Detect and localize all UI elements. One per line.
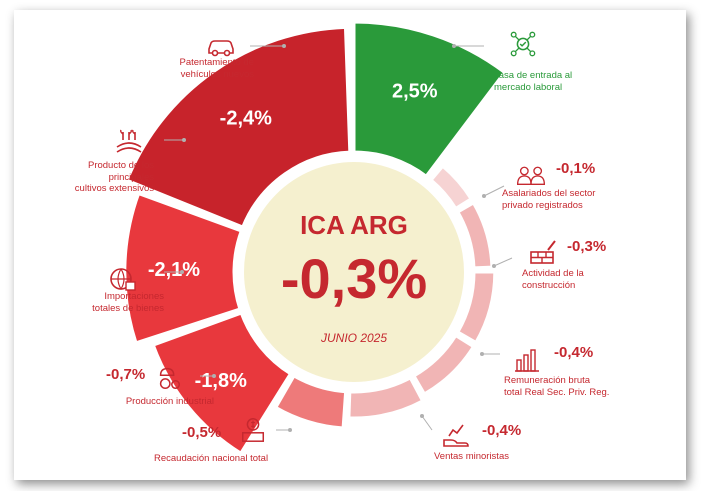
value-construccion: -0,3% xyxy=(567,238,607,255)
connector-dot xyxy=(492,264,496,268)
label-remuneracion: Remuneración bruta total Real Sec. Priv.… xyxy=(504,375,610,398)
value-ventas: -0,4% xyxy=(482,422,522,439)
bar-vehiculos xyxy=(125,25,352,229)
connector-line xyxy=(493,257,513,267)
infographic-frame: 2,5% -1,8% -2,1% -2,4% ICA ARG -0,3% JUNIO 202… xyxy=(14,10,686,480)
bar-remuneracion xyxy=(455,270,497,345)
connector-line xyxy=(421,415,433,431)
shopping-hand-icon xyxy=(443,424,469,447)
bar-label-tasa: 2,5% xyxy=(392,80,438,102)
center-disc xyxy=(244,162,464,382)
label-vehiculos: Patentamiento de vehículos nuevos xyxy=(179,57,254,80)
label-construccion: Actividad de la construcción xyxy=(522,268,584,291)
bar-cultivos xyxy=(123,191,244,345)
label-importaciones: Importaciones totales de bienes xyxy=(92,291,164,314)
bar-importaciones xyxy=(151,311,293,456)
connector-dot xyxy=(180,270,184,274)
headline-value: -0,3% xyxy=(281,247,427,310)
value-asalariados: -0,1% xyxy=(556,160,596,177)
bar-label-importaciones: -1,8% xyxy=(195,370,247,392)
value-remuneracion: -0,4% xyxy=(554,344,594,361)
crops-icon xyxy=(116,129,142,153)
bar-chart-money-icon xyxy=(515,349,539,372)
label-asalariados: Asalariados del sector privado registrad… xyxy=(502,188,596,211)
connector-dot xyxy=(482,194,486,198)
factory-gear-icon xyxy=(159,367,181,390)
connector-dot xyxy=(480,352,484,356)
bar-tasa xyxy=(352,20,507,179)
value-recaudacion: -0,5% xyxy=(182,424,222,441)
connector-dot xyxy=(282,44,286,48)
connector-dot xyxy=(288,428,292,432)
bar-recaudacion xyxy=(347,375,425,420)
chart-title: ICA ARG xyxy=(300,210,408,240)
label-ventas: Ventas minoristas xyxy=(434,451,509,462)
connector-dot xyxy=(182,138,186,142)
cash-register-icon xyxy=(241,418,265,442)
radial-chart: 2,5% -1,8% -2,1% -2,4% ICA ARG -0,3% JUNIO 202… xyxy=(123,20,513,456)
bar-ventas xyxy=(411,333,476,396)
label-industria: Producción industrial xyxy=(125,396,214,407)
people-icon xyxy=(516,166,546,185)
period-label: JUNIO 2025 xyxy=(320,331,387,345)
bar-industria xyxy=(273,373,348,430)
connector-dot xyxy=(212,374,216,378)
bar-construccion xyxy=(455,200,494,270)
value-industria: -0,7% xyxy=(106,366,146,383)
label-cultivos: Producto de los principales cultivos ext… xyxy=(74,160,154,194)
connector-dot xyxy=(452,44,456,48)
bar-label-vehiculos: -2,4% xyxy=(220,107,272,129)
label-recaudacion: Recaudación nacional total xyxy=(154,453,269,464)
bar-label-cultivos: -2,1% xyxy=(148,259,200,281)
bar-asalariados xyxy=(429,164,474,211)
construction-icon xyxy=(530,240,556,264)
connector-line xyxy=(483,185,505,197)
network-people-icon xyxy=(510,31,536,57)
label-tasa: Tasa de entrada al mercado laboral xyxy=(494,70,573,93)
connector-dot xyxy=(420,414,424,418)
car-icon xyxy=(208,40,234,57)
globe-box-icon xyxy=(110,268,136,291)
